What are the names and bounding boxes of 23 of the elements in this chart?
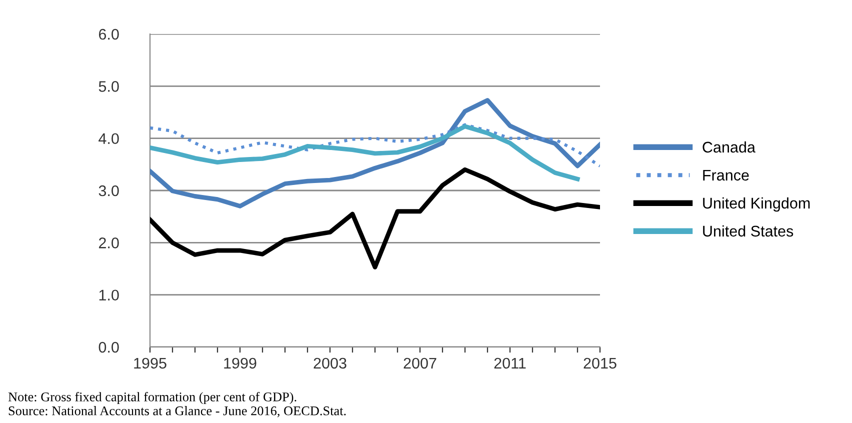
line-series [150,123,600,168]
legend-label: France [703,170,749,181]
text: Note: Gross fixed capital formation (per cent of GDP). [8,392,296,404]
y-tick-label: 2.0 [98,238,119,248]
x-tick-label: 2015 [584,358,616,369]
y-tick-label: 0.0 [98,342,119,353]
line-series [150,167,600,270]
y-tick-label: 4.0 [98,133,119,144]
x-tick-label: 1995 [134,358,166,369]
legend-label: United States [703,225,794,237]
y-tick-label: 1.0 [99,290,119,301]
x-tick-label: 2011 [494,358,526,369]
y-tick-label: 5.0 [98,81,119,92]
legend-label: United Kingdom [703,197,810,212]
x-tick-label: 2003 [314,358,346,369]
source-note: Source: National Accounts at a Glance - June 2016, OECD.Stat. [8,406,346,418]
x-tick-label: 1999 [224,358,256,369]
line-series [150,98,600,208]
line-series [150,124,580,182]
x-tick-label: 2007 [404,358,436,369]
y-tick-label: 3.0 [98,185,119,196]
y-tick-label: 6.0 [98,28,119,40]
legend-label: Canada [702,141,756,153]
